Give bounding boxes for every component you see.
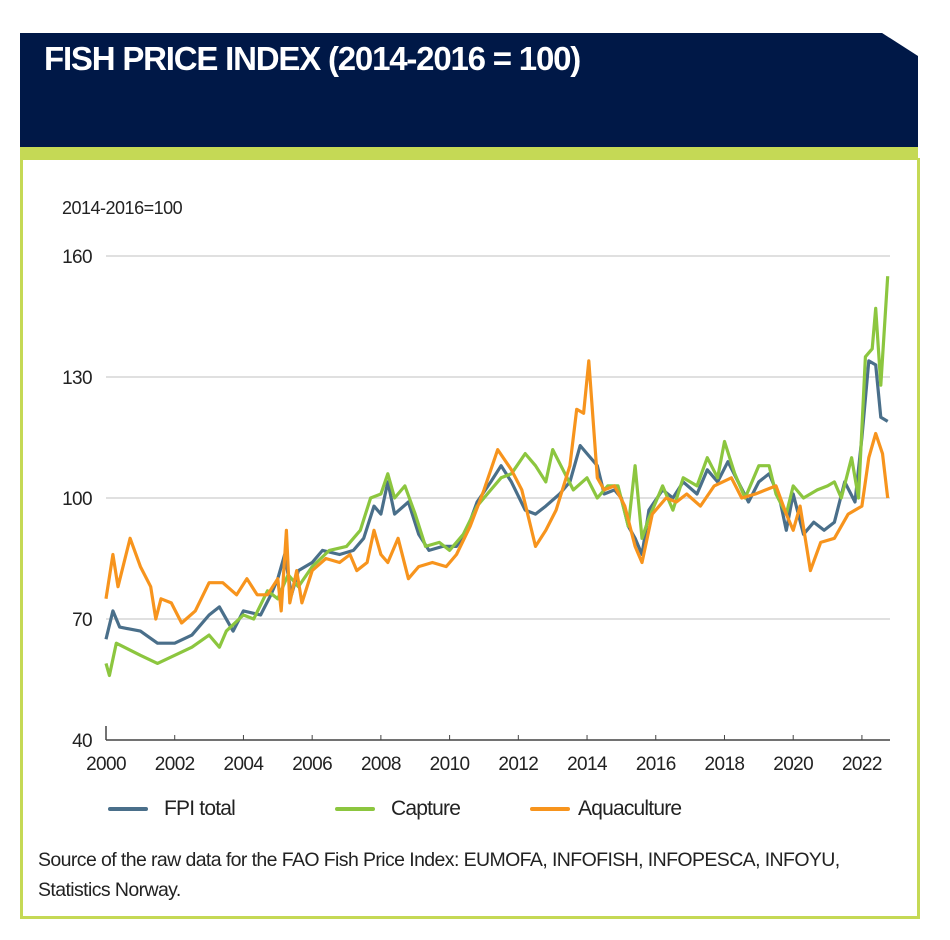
chart-title: FISH PRICE INDEX (2014-2016 = 100): [44, 40, 581, 77]
series-line-aquaculture: [104, 359, 890, 625]
x-tick-label: 2020: [773, 754, 813, 775]
legend-swatch-fpi-total: [108, 807, 148, 811]
y-tick-label: 160: [62, 247, 92, 268]
y-tick-label: 70: [72, 610, 92, 631]
x-tick-label: 2014: [567, 754, 608, 775]
source-note: Source of the raw data for the FAO Fish …: [38, 849, 840, 901]
legend-swatch-aquaculture: [530, 807, 570, 811]
x-tick-label: 2000: [86, 754, 126, 775]
legend-item-fpi-total: FPI total: [108, 797, 236, 821]
y-tick-label: 100: [62, 489, 92, 510]
x-tick-label: 2004: [224, 754, 265, 775]
x-tick-label: 2010: [430, 754, 470, 775]
x-tick-label: 2018: [705, 754, 745, 775]
y-axis-label: 2014-2016=100: [62, 198, 183, 218]
y-tick-label: 40: [72, 731, 92, 752]
legend-item-aquaculture: Aquaculture: [530, 797, 682, 821]
x-tick-label: 2002: [155, 754, 195, 775]
chart-frame: [20, 158, 920, 919]
x-tick-label: 2006: [292, 754, 332, 775]
title-banner: [20, 33, 918, 148]
x-tick-label: 2022: [842, 754, 882, 775]
accent-bar: [20, 147, 918, 160]
legend-swatch-capture: [335, 807, 375, 811]
legend-item-capture: Capture: [335, 797, 461, 821]
x-tick-label: 2008: [361, 754, 401, 775]
legend-label: Capture: [391, 797, 461, 820]
legend-label: Aquaculture: [578, 797, 682, 820]
x-tick-label: 2016: [636, 754, 676, 775]
legend-label: FPI total: [164, 797, 236, 820]
y-tick-label: 130: [62, 368, 92, 389]
series-line-fpi-total: [104, 359, 889, 645]
x-tick-label: 2012: [498, 754, 538, 775]
